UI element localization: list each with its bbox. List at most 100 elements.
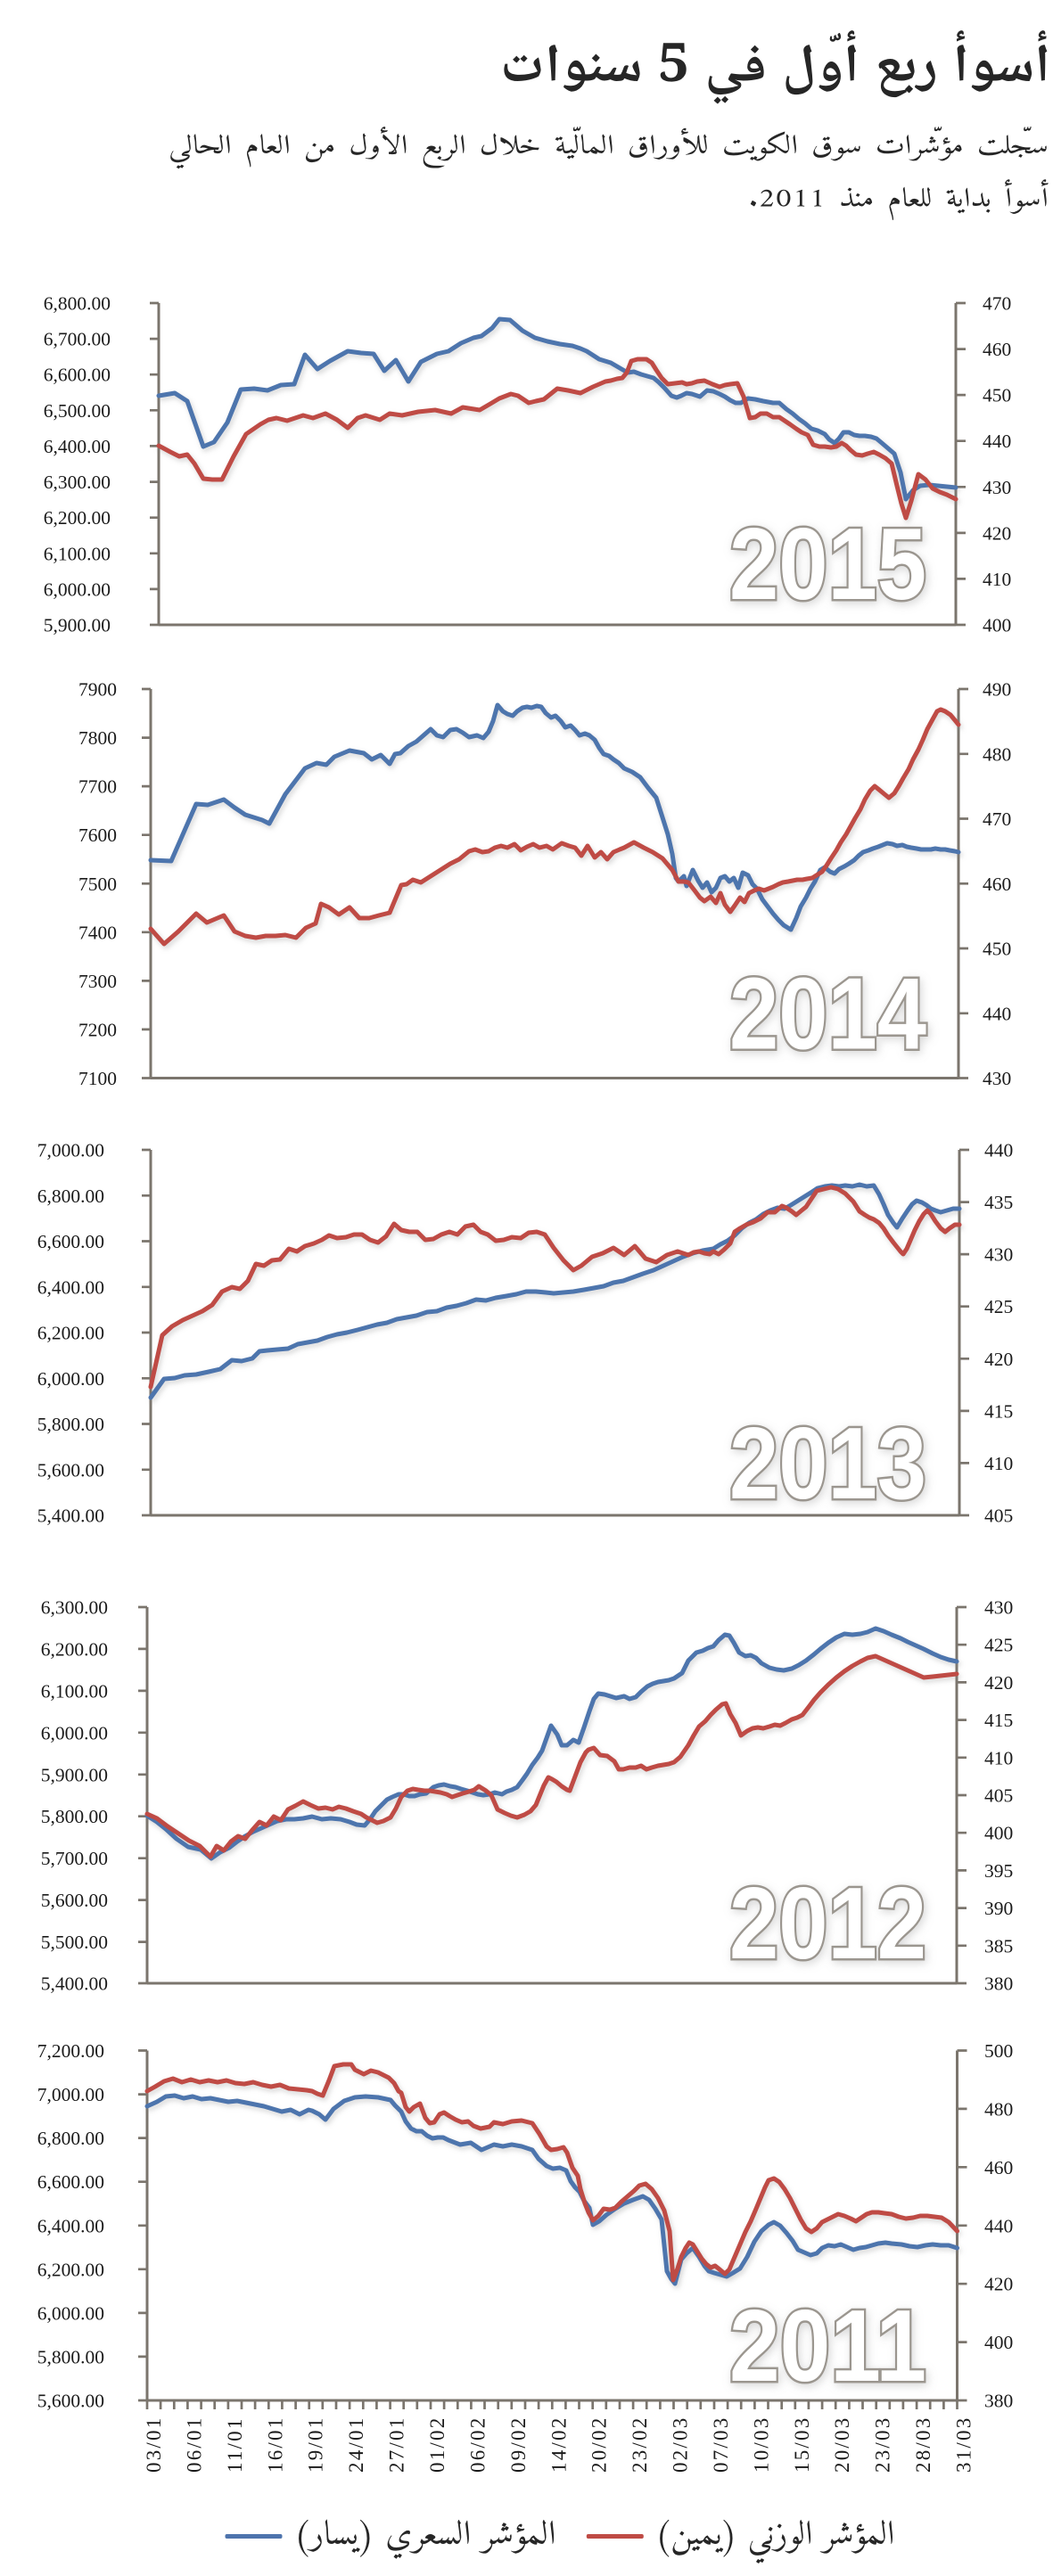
svg-text:03/01: 03/01 [143,2416,165,2473]
svg-text:6,700.00: 6,700.00 [44,329,111,350]
svg-text:430: 430 [983,1068,1011,1089]
svg-text:16/01: 16/01 [264,2416,286,2473]
svg-text:490: 490 [983,679,1011,701]
svg-text:2015: 2015 [729,508,926,621]
svg-text:410: 410 [983,569,1011,590]
svg-text:5,900.00: 5,900.00 [44,615,111,636]
svg-text:420: 420 [984,1672,1013,1694]
svg-text:7,000.00: 7,000.00 [37,1140,104,1161]
svg-text:7,200.00: 7,200.00 [37,2040,104,2062]
svg-text:6,800.00: 6,800.00 [44,293,111,315]
svg-text:19/01: 19/01 [305,2416,327,2473]
svg-text:5,800.00: 5,800.00 [37,1414,104,1435]
svg-text:415: 415 [984,1710,1013,1731]
svg-text:5,700.00: 5,700.00 [41,1848,108,1869]
svg-text:6,300.00: 6,300.00 [41,1597,108,1619]
svg-text:2014: 2014 [729,958,926,1071]
svg-text:470: 470 [983,293,1011,315]
svg-text:420: 420 [984,1349,1013,1370]
svg-text:23/02: 23/02 [629,2416,651,2473]
svg-text:430: 430 [984,1244,1013,1266]
svg-text:425: 425 [984,1296,1013,1317]
svg-text:6,200.00: 6,200.00 [41,1638,108,1660]
svg-text:460: 460 [983,874,1011,895]
svg-text:7300: 7300 [78,971,117,992]
svg-text:480: 480 [983,743,1011,765]
svg-text:2012: 2012 [729,1867,926,1981]
svg-text:405: 405 [984,1785,1013,1807]
svg-text:400: 400 [984,1823,1013,1844]
svg-text:440: 440 [983,431,1011,452]
svg-text:500: 500 [984,2040,1013,2062]
svg-text:480: 480 [984,2098,1013,2120]
svg-text:5,400.00: 5,400.00 [37,1505,104,1527]
svg-text:400: 400 [984,2332,1013,2353]
svg-text:6,500.00: 6,500.00 [44,400,111,422]
svg-text:7700: 7700 [78,776,117,798]
svg-text:400: 400 [983,615,1011,636]
svg-text:7800: 7800 [78,727,117,749]
svg-text:5,800.00: 5,800.00 [41,1806,108,1827]
svg-text:23/03: 23/03 [872,2416,894,2473]
svg-text:01/02: 01/02 [426,2416,448,2473]
svg-text:6,600.00: 6,600.00 [37,1231,104,1252]
svg-text:380: 380 [984,2391,1013,2412]
svg-text:15/03: 15/03 [791,2416,813,2473]
svg-text:5,800.00: 5,800.00 [37,2346,104,2367]
svg-text:415: 415 [984,1400,1013,1422]
svg-text:14/02: 14/02 [547,2416,570,2473]
svg-text:7900: 7900 [78,679,117,701]
svg-text:5,600.00: 5,600.00 [41,1890,108,1911]
svg-text:6,400.00: 6,400.00 [44,436,111,457]
svg-text:5,600.00: 5,600.00 [37,1459,104,1481]
svg-text:6,000.00: 6,000.00 [44,578,111,600]
svg-text:410: 410 [984,1747,1013,1768]
svg-text:7,000.00: 7,000.00 [37,2084,104,2105]
svg-text:405: 405 [984,1505,1013,1527]
svg-text:6,800.00: 6,800.00 [37,1185,104,1207]
svg-text:11/01: 11/01 [224,2416,246,2473]
svg-text:430: 430 [983,477,1011,498]
svg-text:6,200.00: 6,200.00 [37,1323,104,1344]
svg-text:20/02: 20/02 [588,2416,611,2473]
svg-text:20/03: 20/03 [831,2416,853,2473]
svg-text:450: 450 [983,939,1011,960]
svg-text:6,000.00: 6,000.00 [37,2302,104,2324]
svg-text:5,900.00: 5,900.00 [41,1764,108,1785]
svg-text:5,400.00: 5,400.00 [41,1973,108,1995]
svg-text:450: 450 [983,385,1011,406]
svg-text:6,600.00: 6,600.00 [37,2171,104,2193]
svg-text:6,200.00: 6,200.00 [37,2259,104,2280]
svg-text:7200: 7200 [78,1019,117,1040]
svg-text:460: 460 [984,2157,1013,2178]
svg-text:7400: 7400 [78,922,117,943]
svg-text:385: 385 [984,1935,1013,1957]
svg-text:470: 470 [983,808,1011,830]
svg-text:02/03: 02/03 [670,2416,692,2473]
svg-text:435: 435 [984,1192,1013,1213]
svg-text:440: 440 [983,1003,1011,1024]
svg-text:09/02: 09/02 [507,2416,530,2473]
svg-text:6,000.00: 6,000.00 [37,1368,104,1390]
svg-text:6,100.00: 6,100.00 [41,1680,108,1702]
svg-text:24/01: 24/01 [345,2416,367,2473]
svg-text:5,500.00: 5,500.00 [41,1932,108,1953]
svg-text:06/01: 06/01 [183,2416,205,2473]
svg-text:6,300.00: 6,300.00 [44,472,111,493]
svg-text:6,200.00: 6,200.00 [44,507,111,529]
svg-text:27/01: 27/01 [386,2416,408,2473]
svg-text:07/03: 07/03 [710,2416,732,2473]
svg-text:6,600.00: 6,600.00 [44,365,111,386]
svg-text:2013: 2013 [729,1407,926,1521]
svg-text:7500: 7500 [78,874,117,895]
svg-text:425: 425 [984,1635,1013,1656]
svg-text:410: 410 [984,1453,1013,1474]
svg-text:390: 390 [984,1898,1013,1919]
svg-text:460: 460 [983,339,1011,360]
svg-text:06/02: 06/02 [466,2416,489,2473]
svg-text:380: 380 [984,1973,1013,1995]
svg-text:6,800.00: 6,800.00 [37,2128,104,2149]
svg-text:395: 395 [984,1860,1013,1882]
svg-text:6,000.00: 6,000.00 [41,1722,108,1743]
svg-text:7600: 7600 [78,824,117,846]
